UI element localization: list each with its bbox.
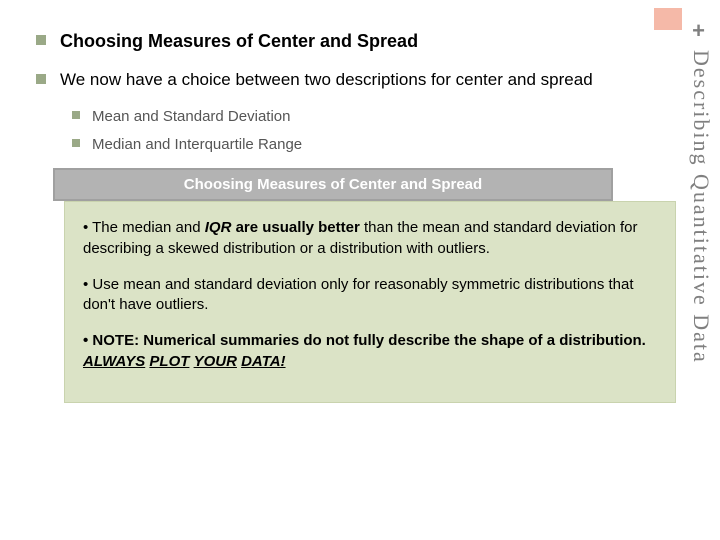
highlight-box: • The median and IQR are usually better … <box>64 201 676 403</box>
square-bullet-icon <box>72 139 80 147</box>
box-paragraph-3: • NOTE: Numerical summaries do not fully… <box>83 331 657 372</box>
box-paragraph-1: • The median and IQR are usually better … <box>83 218 657 259</box>
square-bullet-icon <box>72 111 80 119</box>
sub-bullet-item-1: Mean and Standard Deviation <box>72 107 630 127</box>
sub-bullet-item-2: Median and Interquartile Range <box>72 135 630 155</box>
square-bullet-icon <box>36 74 46 84</box>
sub-bullet-text: Median and Interquartile Range <box>92 135 302 155</box>
bullet-body: We now have a choice between two descrip… <box>60 69 593 91</box>
bullet-item-2: We now have a choice between two descrip… <box>36 69 630 91</box>
square-bullet-icon <box>36 35 46 45</box>
vertical-section-label: Describing Quantitative Data <box>686 50 714 430</box>
plus-icon: + <box>692 18 705 44</box>
sub-bullet-text: Mean and Standard Deviation <box>92 107 290 127</box>
slide-content: Choosing Measures of Center and Spread W… <box>0 0 680 423</box>
callout-banner: Choosing Measures of Center and Spread <box>53 168 613 201</box>
box-paragraph-2: • Use mean and standard deviation only f… <box>83 275 657 316</box>
bullet-item-1: Choosing Measures of Center and Spread <box>36 30 630 53</box>
bullet-heading: Choosing Measures of Center and Spread <box>60 30 418 53</box>
corner-decoration-box <box>654 8 682 30</box>
